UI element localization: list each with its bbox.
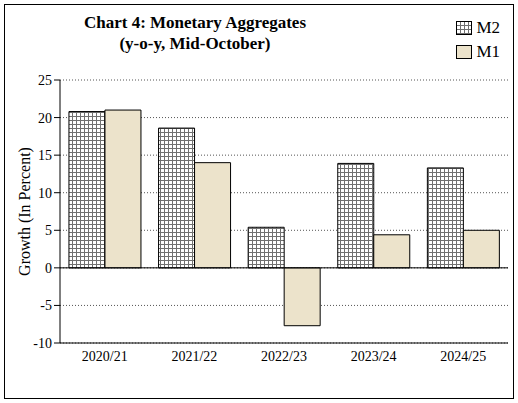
svg-text:2024/25: 2024/25 [440,349,486,364]
svg-text:Growth (In Percent): Growth (In Percent) [16,147,34,276]
svg-text:2022/23: 2022/23 [261,349,307,364]
svg-text:5: 5 [45,223,52,238]
svg-text:10: 10 [38,186,52,201]
svg-text:20: 20 [38,111,52,126]
svg-text:2021/22: 2021/22 [171,349,217,364]
svg-text:15: 15 [38,148,52,163]
html-text:(y-o-y, Mid-October): (y-o-y, Mid-October) [119,34,271,53]
svg-text:25: 25 [38,73,52,88]
html-text:M2: M2 [476,18,500,37]
svg-text:-5: -5 [40,298,52,313]
svg-text:2023/24: 2023/24 [351,349,397,364]
svg-text:0: 0 [45,261,52,276]
html-text:M1: M1 [476,42,500,61]
svg-text:2020/21: 2020/21 [82,349,128,364]
svg-text:-10: -10 [33,336,52,351]
html-text:Chart 4: Monetary Aggregates: Chart 4: Monetary Aggregates [84,13,306,32]
